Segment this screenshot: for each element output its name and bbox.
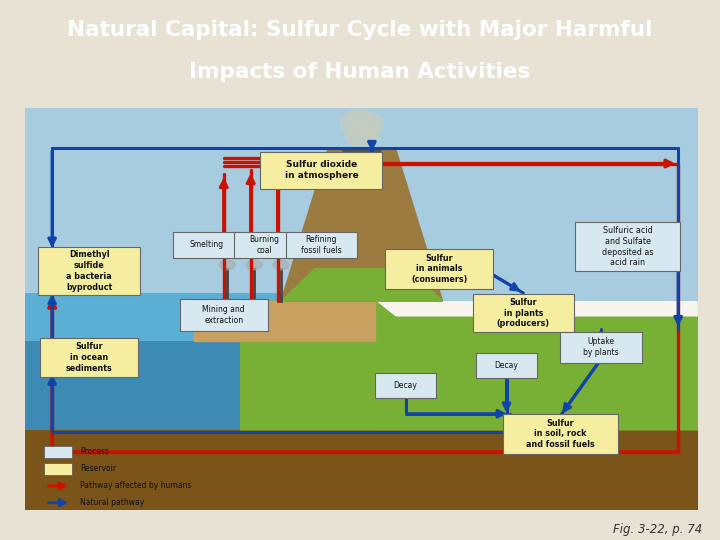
Polygon shape [341, 148, 382, 168]
Text: Sulfur
in soil, rock
and fossil fuels: Sulfur in soil, rock and fossil fuels [526, 418, 595, 449]
Polygon shape [240, 301, 698, 430]
Circle shape [246, 260, 262, 269]
Text: Burning
coal: Burning coal [249, 235, 279, 255]
FancyBboxPatch shape [575, 222, 680, 271]
FancyBboxPatch shape [40, 338, 138, 377]
Text: Impacts of Human Activities: Impacts of Human Activities [189, 62, 531, 82]
Text: Reservoir: Reservoir [81, 464, 117, 474]
Text: Decay: Decay [394, 381, 418, 390]
FancyBboxPatch shape [233, 232, 294, 258]
Text: Pathway affected by humans: Pathway affected by humans [81, 481, 192, 490]
Circle shape [345, 126, 379, 146]
Bar [25, 430, 698, 510]
FancyBboxPatch shape [385, 248, 493, 289]
Text: Smelting: Smelting [190, 240, 224, 249]
FancyBboxPatch shape [560, 332, 642, 363]
FancyBboxPatch shape [173, 232, 241, 258]
FancyBboxPatch shape [503, 414, 618, 454]
FancyBboxPatch shape [44, 446, 72, 458]
Text: Sulfur dioxide
in atmosphere: Sulfur dioxide in atmosphere [284, 160, 359, 180]
Text: Mining and
extraction: Mining and extraction [202, 305, 245, 325]
Text: Refining
fossil fuels: Refining fossil fuels [301, 235, 342, 255]
Text: Natural Capital: Sulfur Cycle with Major Harmful: Natural Capital: Sulfur Cycle with Major… [67, 20, 653, 40]
Circle shape [343, 109, 373, 127]
Circle shape [219, 260, 235, 269]
Polygon shape [194, 301, 375, 341]
Bar [25, 293, 375, 341]
Text: Sulfur
in animals
(consumers): Sulfur in animals (consumers) [411, 254, 467, 284]
Polygon shape [281, 269, 443, 301]
FancyBboxPatch shape [25, 108, 698, 510]
Circle shape [353, 119, 377, 133]
Text: Sulfur
in plants
(producers): Sulfur in plants (producers) [497, 298, 550, 328]
Bar [25, 108, 698, 301]
Circle shape [273, 260, 289, 269]
Text: Fig. 3-22, p. 74: Fig. 3-22, p. 74 [613, 523, 702, 536]
Polygon shape [281, 148, 443, 301]
FancyBboxPatch shape [472, 294, 574, 333]
FancyBboxPatch shape [476, 353, 537, 378]
Text: Natural pathway: Natural pathway [81, 498, 145, 507]
Circle shape [341, 111, 383, 137]
Text: Dimethyl
sulfide
a bacteria
byproduct: Dimethyl sulfide a bacteria byproduct [66, 251, 112, 292]
FancyBboxPatch shape [180, 299, 268, 332]
FancyBboxPatch shape [261, 152, 382, 188]
Text: Uptake
by plants: Uptake by plants [583, 338, 618, 357]
FancyBboxPatch shape [38, 247, 140, 295]
Text: Process: Process [81, 448, 109, 456]
Text: Decay: Decay [495, 361, 518, 370]
Text: Sulfur
in ocean
sediments: Sulfur in ocean sediments [66, 342, 112, 373]
Bar [25, 301, 375, 438]
FancyBboxPatch shape [286, 232, 357, 258]
Text: Sulfuric acid
and Sulfate
deposited as
acid rain: Sulfuric acid and Sulfate deposited as a… [602, 226, 654, 267]
FancyBboxPatch shape [375, 373, 436, 398]
FancyBboxPatch shape [44, 463, 72, 475]
